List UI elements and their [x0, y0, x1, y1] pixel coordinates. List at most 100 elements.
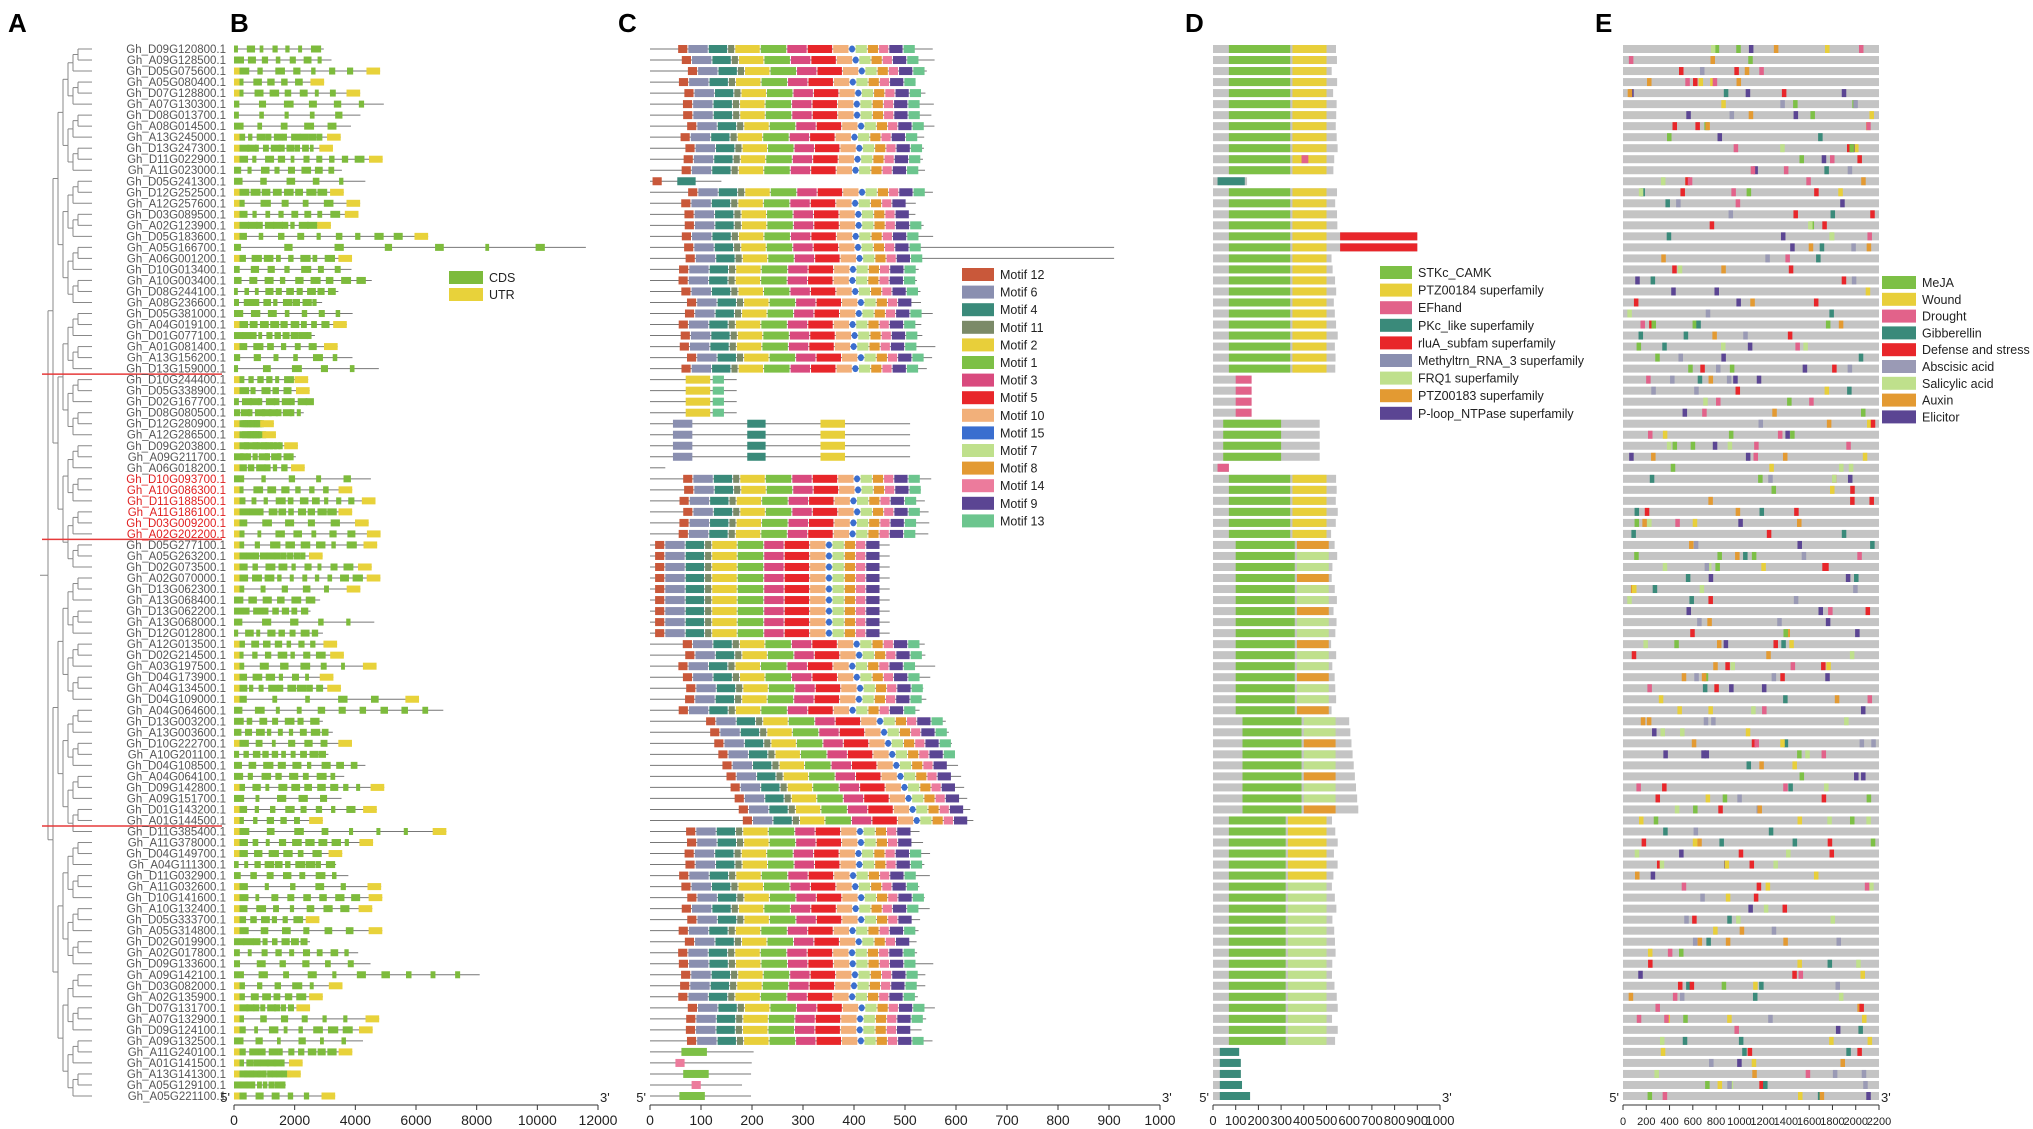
cis-element-mark [1734, 1025, 1739, 1034]
gene-label: Gh_D13G062200.1 [126, 606, 226, 618]
motif-mark [833, 959, 850, 968]
domain-mark [1228, 56, 1291, 65]
cds-block [347, 67, 354, 75]
motif-mark [943, 750, 955, 759]
cds-block [258, 232, 264, 240]
cds-block [254, 1026, 258, 1034]
cds-block [277, 453, 282, 461]
domain-mark [1228, 496, 1291, 505]
cds-block [239, 816, 244, 824]
cds-block [310, 728, 321, 736]
cds-block [258, 100, 267, 108]
motif-mark [851, 971, 858, 979]
motif-mark [735, 662, 760, 671]
motif-mark [833, 662, 849, 671]
cds-block [252, 442, 260, 450]
cds-block [272, 464, 278, 472]
panel-d-letter: D [1185, 8, 1204, 38]
legend-c-label: Motif 4 [1000, 303, 1038, 317]
gene-label: Gh_A13G068400.1 [127, 595, 226, 607]
utr-block [234, 78, 240, 86]
cds-block [317, 265, 324, 273]
cds-block [270, 144, 281, 152]
motif-mark [765, 794, 784, 803]
cds-block [275, 772, 282, 780]
legend-c-swatch [962, 356, 994, 369]
motif-mark [743, 1014, 768, 1023]
motif-mark [742, 695, 767, 704]
cds-block [283, 971, 290, 979]
cis-element-mark [1662, 342, 1667, 351]
cds-block [265, 398, 276, 406]
cds-block [317, 188, 328, 196]
motif-mark [856, 254, 863, 262]
cds-block [234, 706, 243, 714]
motif-mark [849, 706, 856, 714]
motif-mark [889, 750, 896, 758]
motif-mark [856, 618, 866, 627]
cds-block [332, 971, 337, 979]
cis-element-mark [1721, 100, 1726, 109]
motif-mark [905, 342, 917, 351]
cds-block [289, 56, 296, 64]
motif-mark [904, 320, 916, 329]
motif-mark [897, 1025, 911, 1034]
motif-mark [861, 485, 873, 494]
domain-mark [1228, 860, 1286, 869]
motif-mark [953, 816, 968, 825]
motif-mark [858, 67, 865, 75]
cds-block [315, 861, 321, 869]
cis-element-mark [1824, 783, 1829, 792]
cds-block [293, 916, 304, 924]
cis-element-mark [1834, 695, 1840, 704]
motif-mark [889, 959, 904, 968]
domain-mark [1228, 89, 1291, 98]
motif-mark [842, 67, 859, 76]
cds-block [286, 640, 292, 648]
motif-mark [910, 849, 922, 858]
axis-c-tick-label: 200 [740, 1112, 764, 1128]
motif-mark [908, 474, 920, 483]
cds-block [294, 816, 300, 824]
cds-block [239, 464, 247, 472]
motif-mark [892, 232, 907, 241]
cis-element-mark [1685, 574, 1691, 583]
motif-mark [808, 529, 833, 538]
cds-block [356, 783, 361, 791]
motif-mark [912, 1036, 924, 1045]
cds-block [262, 607, 269, 615]
utr-block [432, 827, 447, 835]
motif-mark [943, 816, 953, 825]
cds-block [316, 133, 323, 141]
cds-block [258, 332, 263, 340]
cis-element-mark [1745, 728, 1751, 737]
cds-block [281, 486, 290, 494]
utr-block [338, 508, 353, 516]
cis-element-mark [1686, 111, 1691, 120]
utr-block [234, 155, 240, 163]
motif-mark [681, 970, 691, 979]
motif-mark [856, 596, 866, 605]
motif-mark [834, 871, 850, 880]
axis-d-tick-label: 300 [1270, 1113, 1292, 1128]
motif-mark [866, 607, 880, 616]
motif-mark [799, 816, 825, 825]
utr-block [309, 816, 323, 824]
cds-block [234, 861, 239, 869]
motif-mark [790, 364, 810, 373]
domain-mark [1303, 728, 1336, 737]
motif-mark [787, 276, 808, 285]
cds-block [321, 827, 329, 835]
cds-block [268, 409, 278, 417]
gene-label: Gh_A02G123900.1 [127, 220, 226, 232]
cds-block [316, 541, 326, 549]
motif-mark [655, 562, 665, 571]
domain-mark [1292, 199, 1327, 208]
cds-block [270, 541, 281, 549]
motif-mark [678, 959, 689, 968]
motif-mark [695, 695, 715, 704]
cds-block [264, 276, 274, 284]
cds-block [278, 508, 287, 516]
domain-mark [1235, 375, 1252, 384]
domain-mark [1292, 100, 1327, 109]
